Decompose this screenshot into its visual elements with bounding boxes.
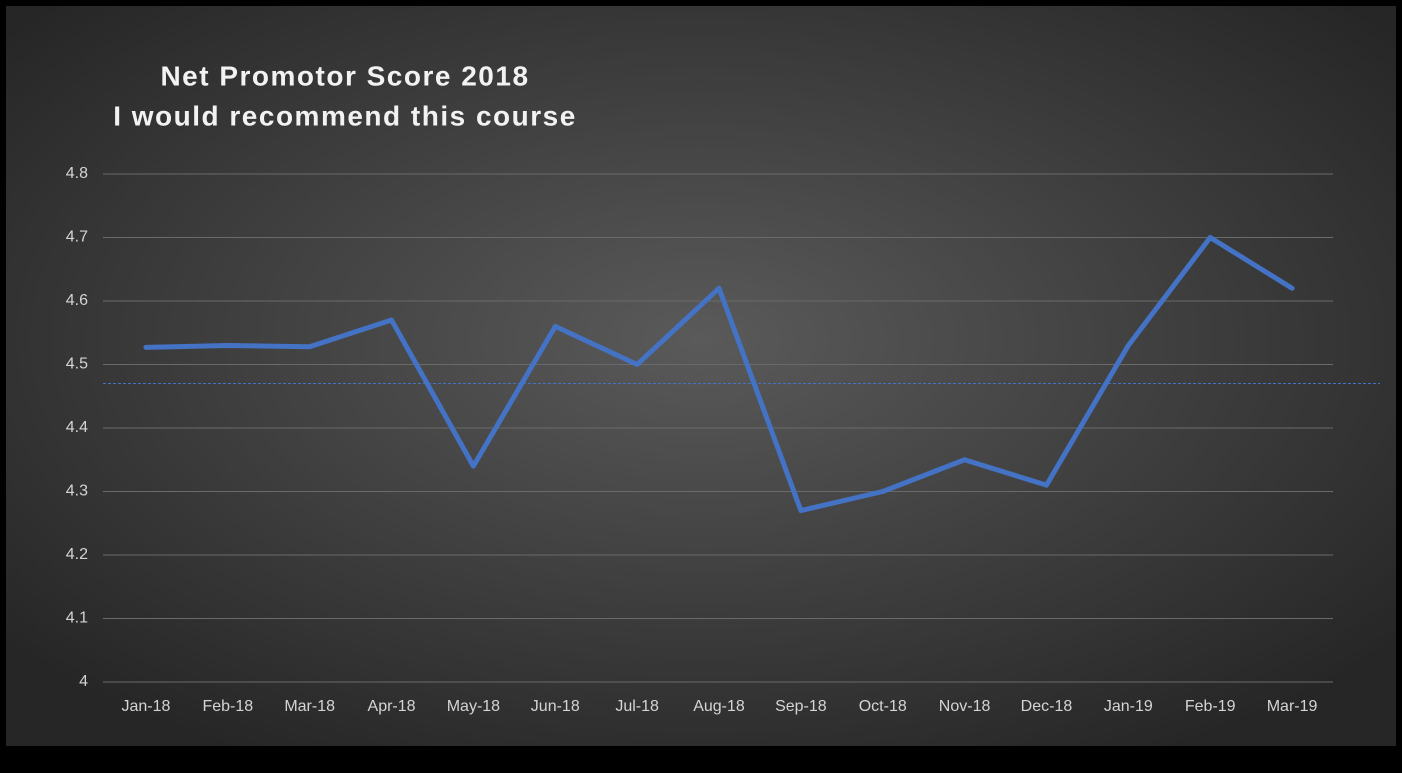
x-tick-label: May-18 bbox=[447, 698, 500, 715]
x-tick-label: Jan-19 bbox=[1104, 698, 1153, 715]
y-tick-label: 4.8 bbox=[66, 165, 88, 182]
y-tick-label: 4.6 bbox=[66, 292, 88, 309]
chart-subtitle: I would recommend this course bbox=[113, 100, 577, 131]
y-tick-label: 4.3 bbox=[66, 483, 88, 500]
y-tick-label: 4.4 bbox=[66, 419, 88, 436]
x-tick-label: Sep-18 bbox=[775, 698, 827, 715]
x-tick-label: Feb-18 bbox=[202, 698, 253, 715]
x-tick-label: Nov-18 bbox=[939, 698, 991, 715]
x-tick-label: Apr-18 bbox=[368, 698, 416, 715]
y-tick-label: 4.2 bbox=[66, 546, 88, 563]
y-tick-label: 4.5 bbox=[66, 356, 88, 373]
y-tick-label: 4 bbox=[79, 673, 88, 690]
x-tick-label: Feb-19 bbox=[1185, 698, 1236, 715]
x-tick-label: Oct-18 bbox=[859, 698, 907, 715]
y-tick-label: 4.1 bbox=[66, 610, 88, 627]
x-tick-label: Jun-18 bbox=[531, 698, 580, 715]
data-line bbox=[143, 235, 1295, 514]
x-tick-label: Jan-18 bbox=[121, 698, 170, 715]
chart-background bbox=[6, 6, 1396, 746]
x-tick-label: Mar-19 bbox=[1267, 698, 1318, 715]
x-tick-label: Aug-18 bbox=[693, 698, 745, 715]
x-tick-label: Dec-18 bbox=[1021, 698, 1073, 715]
x-tick-label: Jul-18 bbox=[615, 698, 659, 715]
x-tick-label: Mar-18 bbox=[284, 698, 335, 715]
y-tick-label: 4.7 bbox=[66, 229, 88, 246]
chart-title: Net Promotor Score 2018 bbox=[160, 60, 529, 91]
